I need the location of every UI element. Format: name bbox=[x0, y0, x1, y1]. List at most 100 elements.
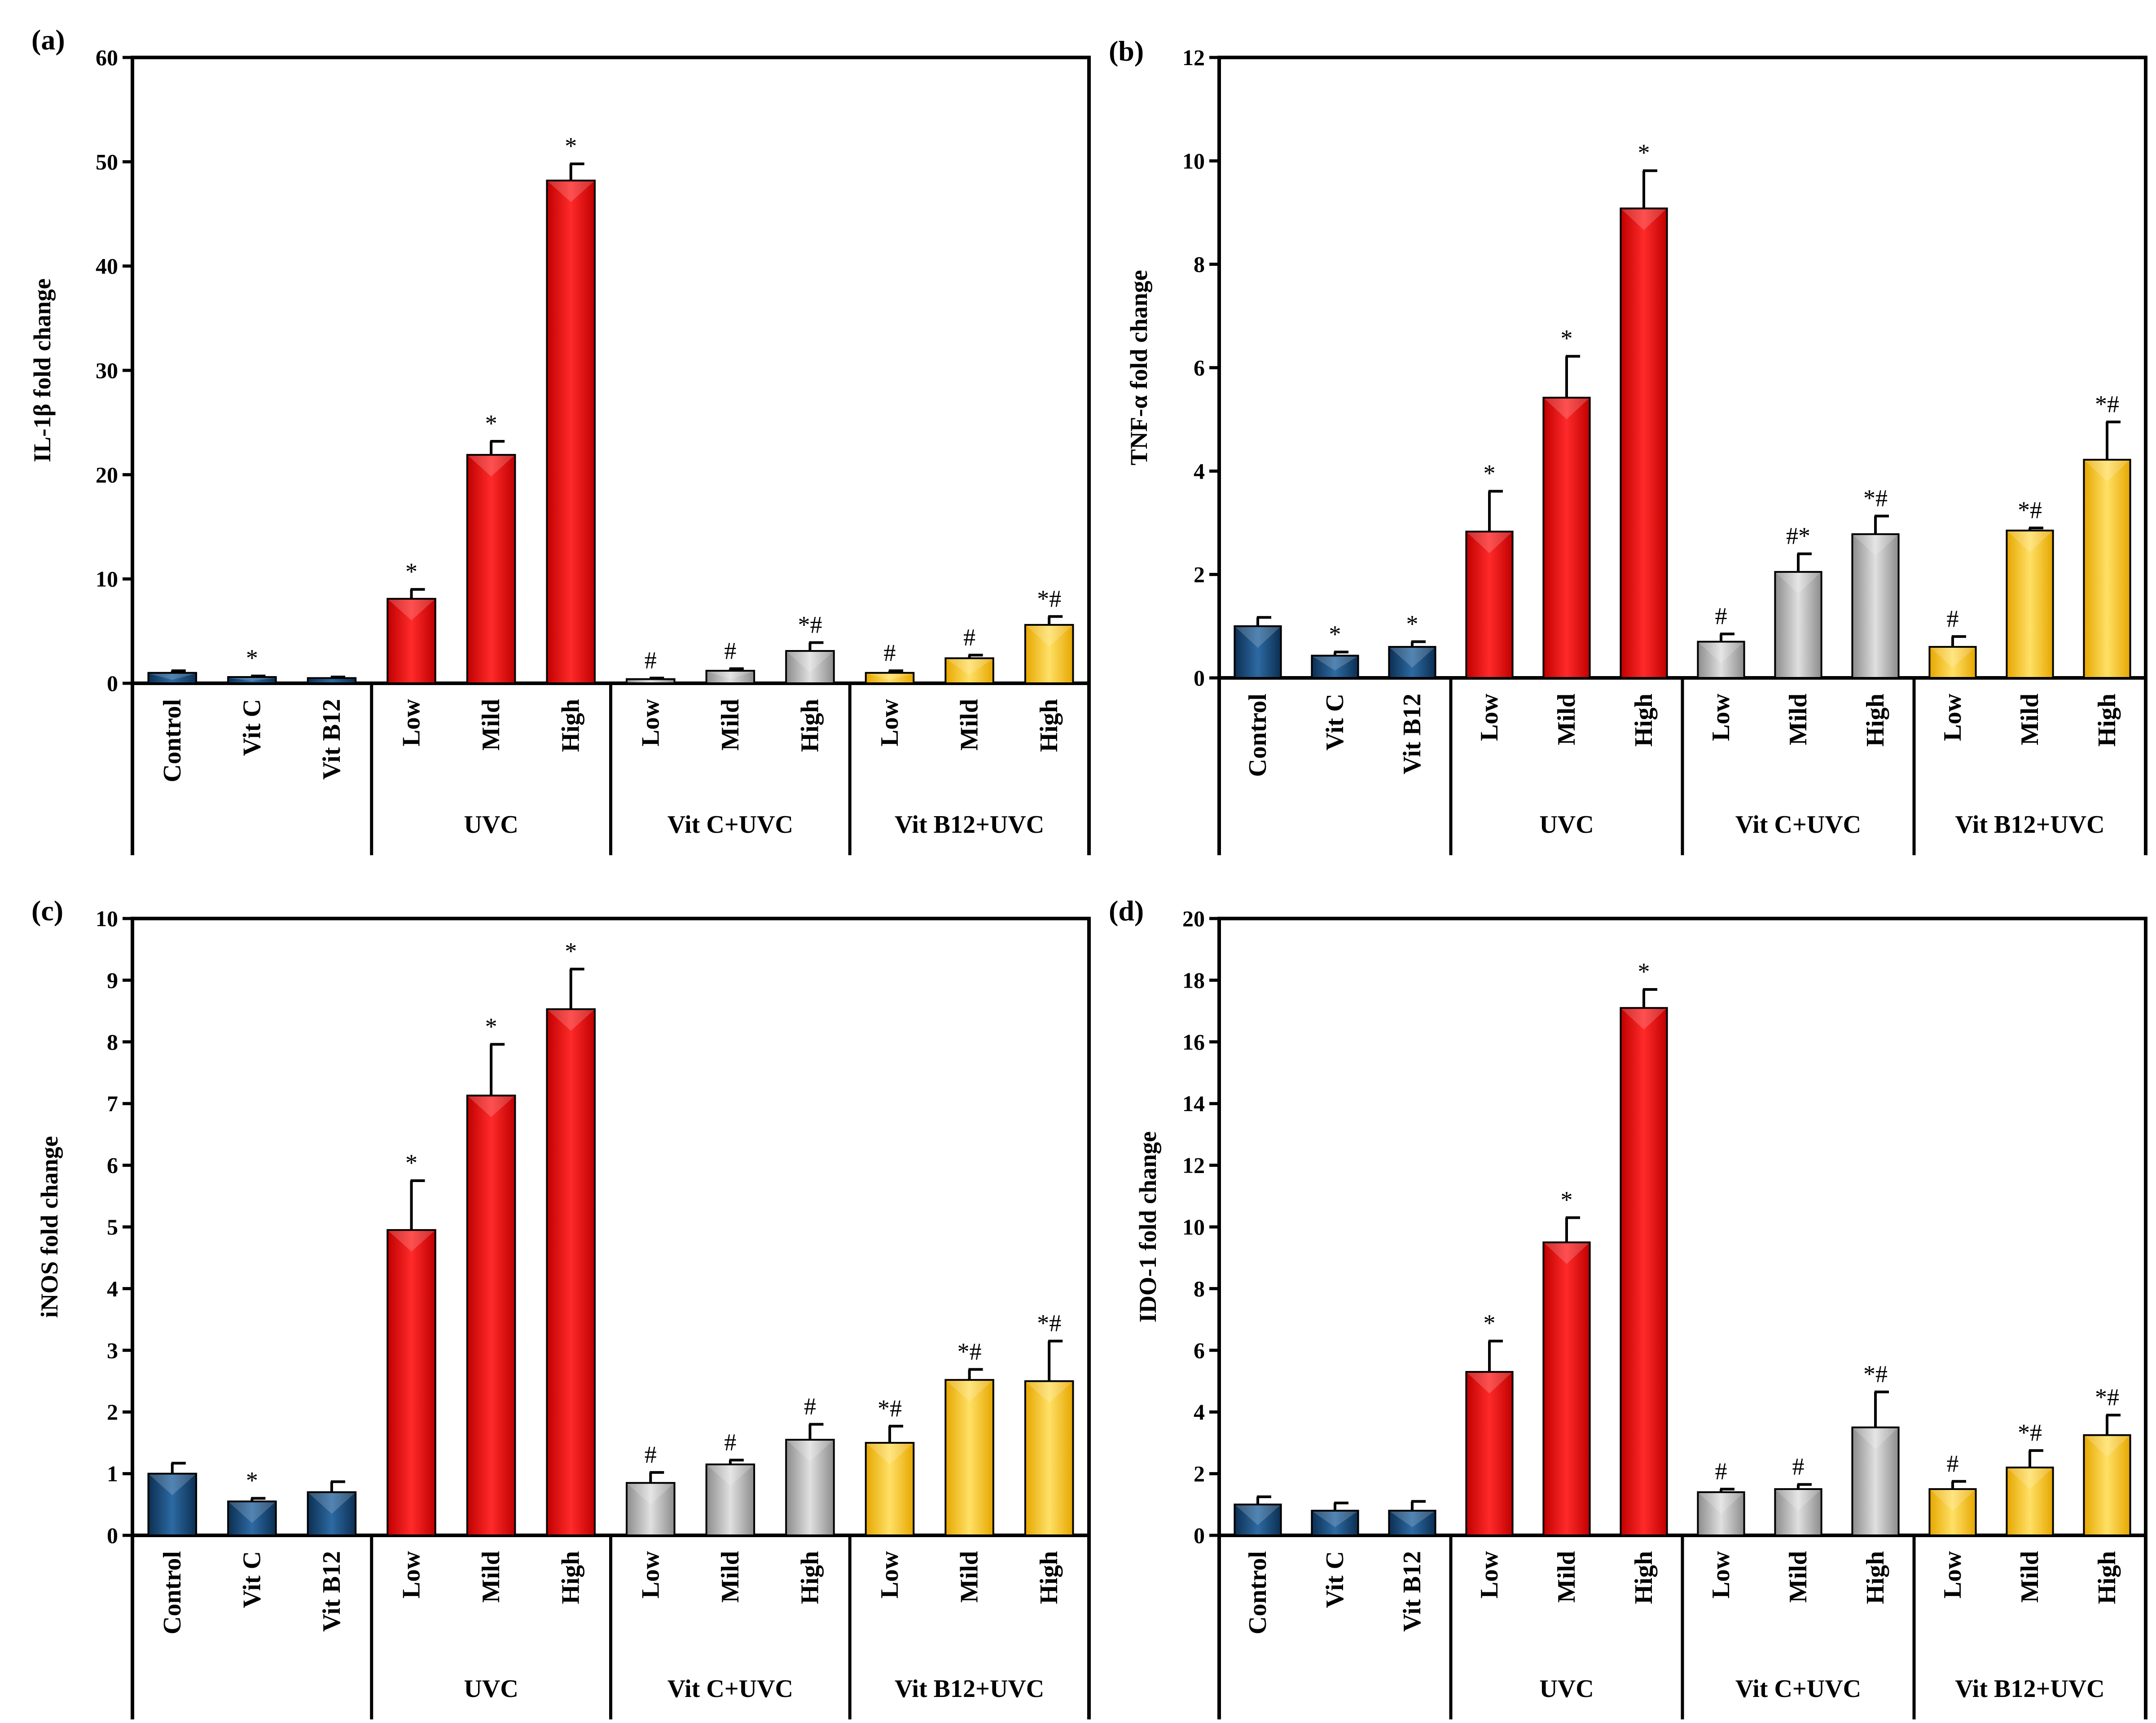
category-label: Low bbox=[637, 699, 664, 746]
y-tick-label: 20 bbox=[1182, 906, 1205, 931]
bar bbox=[466, 454, 516, 684]
significance-mark: # bbox=[1792, 1453, 1805, 1480]
y-tick-label: 14 bbox=[1182, 1091, 1205, 1116]
category-label: High bbox=[1862, 694, 1889, 747]
category-label: Mild bbox=[716, 1551, 744, 1603]
category-label: Mild bbox=[1784, 1551, 1812, 1603]
category-label: Low bbox=[1475, 1551, 1503, 1598]
category-label: High bbox=[1630, 694, 1658, 747]
bar-bevel bbox=[1026, 625, 1072, 646]
significance-mark: # bbox=[963, 624, 975, 651]
significance-mark: *# bbox=[1863, 485, 1888, 512]
category-label: Vit B12 bbox=[1398, 694, 1426, 774]
bar-bevel bbox=[1544, 1243, 1589, 1264]
bar bbox=[2006, 529, 2054, 679]
y-tick-label: 0 bbox=[107, 671, 118, 696]
y-tick-label: 50 bbox=[96, 149, 118, 174]
significance-mark: # bbox=[724, 1429, 736, 1455]
bar-bevel bbox=[2085, 460, 2130, 481]
y-tick-label: 12 bbox=[1182, 45, 1205, 70]
y-tick-label: 4 bbox=[107, 1276, 118, 1301]
bar-bevel bbox=[1313, 656, 1357, 671]
category-label: High bbox=[1035, 699, 1063, 752]
bar bbox=[1774, 1488, 1822, 1536]
panel-letter: (a) bbox=[31, 24, 65, 56]
category-label: Mild bbox=[716, 699, 744, 751]
bar bbox=[1465, 531, 1514, 679]
bar-bevel bbox=[866, 1443, 913, 1464]
y-tick-label: 1 bbox=[107, 1461, 118, 1486]
bar bbox=[1851, 533, 1900, 679]
y-tick-label: 60 bbox=[96, 45, 118, 70]
y-tick-label: 2 bbox=[1194, 1461, 1205, 1486]
bar bbox=[2083, 1434, 2131, 1537]
y-axis-label: IL-1β fold change bbox=[29, 278, 56, 462]
significance-mark: *# bbox=[2095, 391, 2119, 418]
category-label: Mild bbox=[1553, 694, 1581, 745]
bar bbox=[626, 1482, 676, 1536]
bar bbox=[1697, 641, 1745, 679]
y-tick-label: 8 bbox=[1194, 252, 1205, 277]
significance-mark: # bbox=[1947, 605, 1959, 632]
bar-bevel bbox=[468, 456, 514, 477]
bar-bevel bbox=[946, 659, 992, 675]
category-label: Low bbox=[1475, 693, 1503, 741]
significance-mark: * bbox=[405, 558, 417, 585]
bar-bevel bbox=[1390, 647, 1435, 668]
significance-mark: *# bbox=[1037, 1310, 1061, 1336]
y-tick-label: 0 bbox=[107, 1523, 118, 1548]
category-label: Mild bbox=[2016, 694, 2044, 745]
group-label: Vit B12+UVC bbox=[895, 811, 1044, 839]
significance-mark: # bbox=[724, 637, 736, 664]
bar-bevel bbox=[388, 599, 435, 620]
significance-mark: *# bbox=[957, 1338, 982, 1365]
panel-c: (c) iNOS fold change 0 1 2 3 4 5 6 7 8 9 10 UVC Vit C+… bbox=[31, 895, 1091, 1719]
bar bbox=[1234, 625, 1282, 679]
category-label: Low bbox=[876, 699, 904, 746]
category-label: Mild bbox=[956, 1551, 984, 1603]
significance-mark: * bbox=[1638, 139, 1650, 166]
bar bbox=[865, 1442, 915, 1536]
y-tick-label: 10 bbox=[96, 906, 118, 931]
significance-mark: #* bbox=[1786, 523, 1810, 549]
significance-mark: *# bbox=[2018, 497, 2042, 523]
significance-mark: # bbox=[645, 646, 657, 673]
bar bbox=[1620, 1007, 1668, 1536]
bar bbox=[546, 180, 596, 684]
bar-bevel bbox=[149, 1474, 196, 1495]
bar-bevel bbox=[1853, 1428, 1898, 1449]
significance-mark: # bbox=[884, 639, 896, 666]
y-tick-label: 9 bbox=[107, 967, 118, 993]
group-label: UVC bbox=[1539, 1675, 1594, 1703]
bar bbox=[1620, 207, 1668, 679]
group-label: Vit C+UVC bbox=[1735, 1675, 1861, 1703]
category-label: Low bbox=[876, 1551, 904, 1598]
bar bbox=[307, 1491, 357, 1537]
significance-mark: # bbox=[1715, 1458, 1727, 1485]
group-label: Vit B12+UVC bbox=[1955, 811, 2104, 839]
bar bbox=[785, 1439, 835, 1537]
y-tick-label: 30 bbox=[96, 358, 118, 383]
plot-frame bbox=[1217, 917, 2147, 1537]
y-tick-label: 10 bbox=[1182, 1214, 1205, 1240]
y-tick-label: 3 bbox=[107, 1338, 118, 1363]
category-label: Mild bbox=[477, 1551, 505, 1603]
bar-bevel bbox=[628, 1484, 674, 1505]
category-label: Mild bbox=[956, 699, 984, 751]
significance-mark: # bbox=[645, 1441, 657, 1468]
panel-letter: (c) bbox=[31, 895, 63, 927]
panel-a: (a) IL-1β fold change 0 10 20 30 40 50 60 UVC Vit … bbox=[29, 24, 1091, 855]
significance-mark: * bbox=[485, 410, 497, 437]
category-label: Mild bbox=[1784, 694, 1812, 745]
group-label: UVC bbox=[1539, 811, 1594, 839]
category-label: Low bbox=[1939, 693, 1967, 741]
category-label: Vit C bbox=[238, 1551, 266, 1608]
category-label: High bbox=[557, 699, 585, 752]
bar-bevel bbox=[1930, 647, 1975, 668]
y-tick-label: 10 bbox=[1182, 148, 1205, 173]
y-tick-label: 0 bbox=[1194, 665, 1205, 690]
bar-bevel bbox=[1699, 642, 1743, 664]
significance-mark: *# bbox=[2095, 1384, 2119, 1411]
bar bbox=[1542, 396, 1591, 679]
panel-b: (b) TNF-α fold change 0 2 4 6 8 10 12 UVC Vit C+UV… bbox=[1109, 35, 2147, 855]
